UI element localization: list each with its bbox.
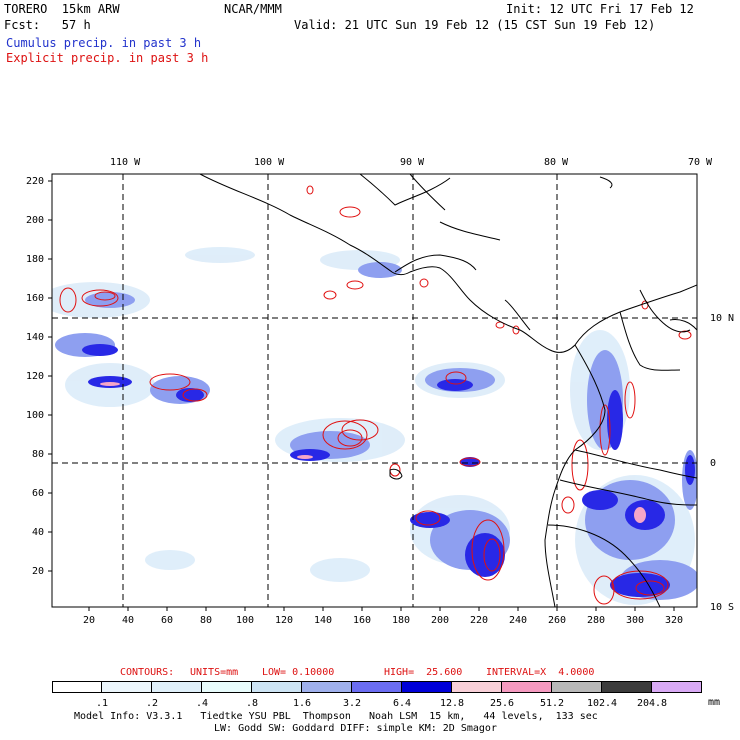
lat-label-10n: 10 N <box>710 313 735 324</box>
x-tick-label: 180 <box>392 615 411 626</box>
y-tick-label: 200 <box>26 215 45 226</box>
colorbar-label: .2 <box>145 698 159 709</box>
contours-interval: INTERVAL=X 4.0000 <box>486 667 595 678</box>
colorbar-label: 51.2 <box>539 698 565 709</box>
colorbar-label: 12.8 <box>439 698 465 709</box>
lat-label-0: 0 <box>710 458 717 469</box>
colorbar-cell <box>252 681 302 693</box>
colorbar-label: .1 <box>95 698 109 709</box>
x-tick-label: 80 <box>200 615 213 626</box>
x-tick-label: 120 <box>275 615 294 626</box>
precip-fields <box>52 174 697 607</box>
model-name: TORERO 15km ARW <box>4 2 120 16</box>
colorbar-cell <box>652 681 702 693</box>
y-tick-label: 160 <box>26 293 45 304</box>
colorbar-cell <box>502 681 552 693</box>
forecast-hour: Fcst: 57 h <box>4 18 91 32</box>
y-tick-label: 220 <box>26 176 45 187</box>
colorbar-label: 3.2 <box>342 698 362 709</box>
colorbar-label: 102.4 <box>586 698 618 709</box>
x-tick-label: 60 <box>161 615 174 626</box>
lon-label-100w: 100 W <box>254 157 285 168</box>
colorbar-cell <box>52 681 102 693</box>
y-tick-label: 60 <box>32 488 45 499</box>
lat-label-10s: 10 S <box>710 602 735 613</box>
y-tick-label: 80 <box>32 449 45 460</box>
colorbar-cell <box>202 681 252 693</box>
x-tick-label: 220 <box>470 615 489 626</box>
init-time: Init: 12 UTC Fri 17 Feb 12 <box>506 2 694 16</box>
axis-ticks <box>48 180 675 611</box>
colorbar-cell <box>302 681 352 693</box>
x-tick-label: 20 <box>83 615 96 626</box>
organization-label: NCAR/MMM <box>224 2 282 16</box>
colorbar-unit: mm <box>708 697 721 708</box>
x-tick-label: 40 <box>122 615 135 626</box>
x-tick-label: 260 <box>548 615 567 626</box>
map-frame <box>51 173 698 608</box>
x-tick-label: 140 <box>314 615 333 626</box>
colorbar-cell <box>152 681 202 693</box>
colorbar-label: 25.6 <box>489 698 515 709</box>
y-tick-label: 20 <box>32 566 45 577</box>
colorbar-cell <box>352 681 402 693</box>
y-tick-label: 180 <box>26 254 45 265</box>
colorbar-cell <box>102 681 152 693</box>
model-info: Model Info: V3.3.1 Tiedtke YSU PBL Thomp… <box>74 711 598 722</box>
colorbar-label: 1.6 <box>292 698 312 709</box>
x-tick-label: 280 <box>587 615 606 626</box>
physics-info: LW: Godd SW: Goddard DIFF: simple KM: 2D… <box>214 723 497 734</box>
contours-title: CONTOURS: <box>120 667 175 678</box>
lon-label-110w: 110 W <box>110 157 141 168</box>
colorbar-label: 204.8 <box>636 698 668 709</box>
contours-units: UNITS=mm <box>190 667 239 678</box>
x-tick-label: 320 <box>665 615 684 626</box>
x-tick-label: 160 <box>353 615 372 626</box>
colorbar-cell <box>402 681 452 693</box>
y-tick-label: 40 <box>32 527 45 538</box>
explicit-precip-label: Explicit precip. in past 3 h <box>6 51 209 65</box>
lon-label-80w: 80 W <box>544 157 569 168</box>
lon-label-90w: 90 W <box>400 157 425 168</box>
x-tick-label: 300 <box>626 615 645 626</box>
colorbar-label: .8 <box>245 698 259 709</box>
cumulus-precip-label: Cumulus precip. in past 3 h <box>6 36 202 50</box>
contours-high: HIGH= 25.600 <box>384 667 463 678</box>
colorbar-label: .4 <box>195 698 209 709</box>
colorbar-cell <box>602 681 652 693</box>
x-tick-label: 200 <box>431 615 450 626</box>
contours-low: LOW= 0.10000 <box>262 667 335 678</box>
y-tick-label: 140 <box>26 332 45 343</box>
colorbar-cell <box>452 681 502 693</box>
valid-time: Valid: 21 UTC Sun 19 Feb 12 (15 CST Sun … <box>294 18 656 32</box>
y-tick-label: 120 <box>26 371 45 382</box>
colorbar-cell <box>552 681 602 693</box>
y-tick-label: 100 <box>26 410 45 421</box>
lon-label-70w: 70 W <box>688 157 713 168</box>
x-tick-label: 240 <box>509 615 528 626</box>
colorbar-label: 6.4 <box>392 698 412 709</box>
x-tick-label: 100 <box>236 615 255 626</box>
